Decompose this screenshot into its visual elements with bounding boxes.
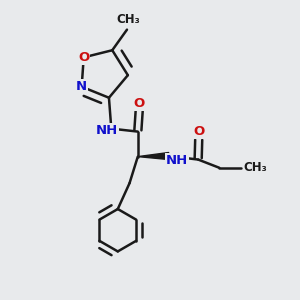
Text: CH₃: CH₃ xyxy=(117,13,140,26)
Text: N: N xyxy=(76,80,87,93)
Polygon shape xyxy=(138,152,169,160)
Text: O: O xyxy=(134,97,145,110)
Text: O: O xyxy=(78,51,89,64)
Text: CH₃: CH₃ xyxy=(244,161,267,174)
Text: O: O xyxy=(193,125,204,138)
Text: NH: NH xyxy=(166,154,188,167)
Text: NH: NH xyxy=(96,124,118,136)
